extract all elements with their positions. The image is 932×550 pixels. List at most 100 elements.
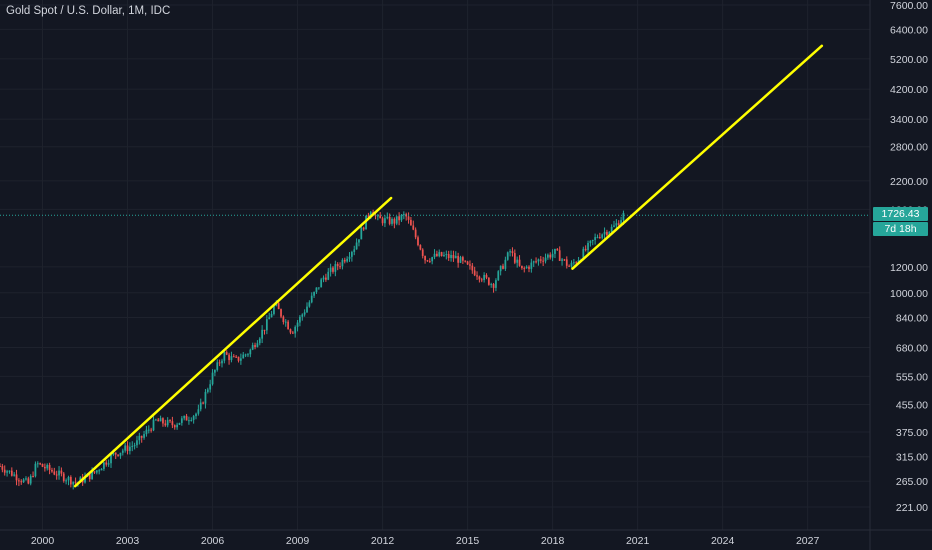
candle-body [133,445,136,447]
price-axis[interactable] [870,0,932,550]
candle-body [180,418,183,423]
candle-body [452,254,455,259]
candle-body [603,231,606,235]
candle-body [291,332,294,334]
candle-body [622,213,625,221]
candle-body [100,468,103,471]
candle-body [1,466,4,470]
candle-body [358,239,360,243]
candle-body [188,420,190,422]
candle-body [10,470,13,476]
candle-body [176,424,178,428]
candle-body [25,478,27,480]
candle-body [490,284,493,286]
candle-body [386,216,389,219]
candle-body [339,266,341,268]
candle-body [346,258,349,262]
candle-body [334,264,337,272]
candle-body [221,360,223,364]
candle-body [348,256,351,259]
candle-body [131,445,134,447]
candle-body [565,259,568,266]
candle-body [105,462,108,465]
candle-body [376,215,379,217]
candle-body [84,476,86,483]
candle-body [478,276,481,280]
trendline[interactable] [73,196,393,488]
candle-body [136,440,138,446]
candle-body [301,314,304,317]
candle-body [152,419,155,431]
candle-body [476,275,478,277]
candle-body [343,259,346,262]
candle-body [145,429,148,435]
candle-body [254,345,256,347]
candle-body [232,356,235,358]
candle-body [504,259,507,269]
candle-body [13,474,16,476]
price-tick-label: 4200.00 [890,84,928,96]
candle-body [209,384,212,390]
candle-body [539,259,542,261]
candle-body [43,466,46,469]
time-tick-label: 2012 [371,535,395,547]
price-tick-label: 6400.00 [890,24,928,36]
candle-body [572,262,575,264]
candle-body [402,214,405,216]
candle-body [440,252,443,257]
price-tick-label: 375.00 [896,427,928,439]
candle-body [204,391,207,404]
candle-body [150,429,153,431]
candle-body [568,265,571,267]
candle-body [391,218,393,224]
price-tick-label: 680.00 [896,343,928,355]
candle-body [327,271,330,280]
candle-body [558,250,561,261]
candle-body [353,249,356,252]
candle-body [537,259,540,262]
candle-body [69,477,72,485]
candle-body [95,470,98,473]
candle-body [587,243,589,251]
candle-body [563,259,566,261]
candle-body [582,248,585,260]
candle-body [258,338,261,344]
candle-body [173,425,176,428]
candle-body [277,303,280,310]
candle-body [511,251,514,254]
candle-body [433,253,436,258]
candle-body [223,352,226,361]
candle-body [570,262,573,267]
candle-body [0,466,1,468]
candlestick-series [0,209,870,490]
candle-body [273,305,275,314]
candle-body [310,295,313,303]
candle-body [355,242,358,250]
candle-body [606,231,608,236]
candle-body [424,255,426,261]
candle-body [67,477,70,481]
candle-body [613,225,615,227]
trendline-layer[interactable] [73,44,824,488]
candle-body [74,481,77,483]
candle-body [535,261,537,263]
price-tick-label: 840.00 [896,313,928,325]
axis-corner[interactable] [871,531,932,550]
candle-body [72,481,75,485]
price-tick-label: 1200.00 [890,262,928,274]
time-tick-label: 2003 [116,535,140,547]
trendline[interactable] [571,44,824,270]
candle-body [306,306,308,313]
time-tick-label: 2006 [201,535,225,547]
candle-body [117,454,119,456]
price-tick-label: 555.00 [896,371,928,383]
candle-body [41,463,44,467]
time-axis[interactable] [0,530,932,550]
candle-body [166,420,169,426]
price-tick-label: 221.00 [896,502,928,514]
candle-body [414,229,417,238]
candle-body [214,369,216,373]
candle-body [521,265,523,269]
candle-body [138,435,141,441]
